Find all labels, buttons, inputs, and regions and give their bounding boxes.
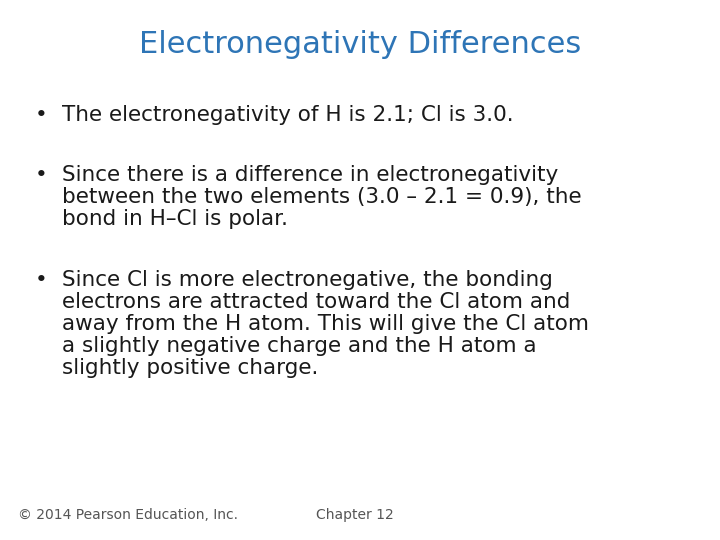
- Text: bond in H–Cl is polar.: bond in H–Cl is polar.: [62, 209, 288, 229]
- Text: between the two elements (3.0 – 2.1 = 0.9), the: between the two elements (3.0 – 2.1 = 0.…: [62, 187, 582, 207]
- Text: away from the H atom. This will give the Cl atom: away from the H atom. This will give the…: [62, 314, 589, 334]
- Text: a slightly negative charge and the H atom a: a slightly negative charge and the H ato…: [62, 336, 536, 356]
- Text: © 2014 Pearson Education, Inc.: © 2014 Pearson Education, Inc.: [18, 508, 238, 522]
- Text: Since there is a difference in electronegativity: Since there is a difference in electrone…: [62, 165, 558, 185]
- Text: •: •: [35, 270, 48, 290]
- Text: The electronegativity of H is 2.1; Cl is 3.0.: The electronegativity of H is 2.1; Cl is…: [62, 105, 513, 125]
- Text: slightly positive charge.: slightly positive charge.: [62, 358, 318, 378]
- Text: Since Cl is more electronegative, the bonding: Since Cl is more electronegative, the bo…: [62, 270, 553, 290]
- Text: •: •: [35, 165, 48, 185]
- Text: Chapter 12: Chapter 12: [316, 508, 394, 522]
- Text: electrons are attracted toward the Cl atom and: electrons are attracted toward the Cl at…: [62, 292, 570, 312]
- Text: Electronegativity Differences: Electronegativity Differences: [139, 30, 581, 59]
- Text: •: •: [35, 105, 48, 125]
